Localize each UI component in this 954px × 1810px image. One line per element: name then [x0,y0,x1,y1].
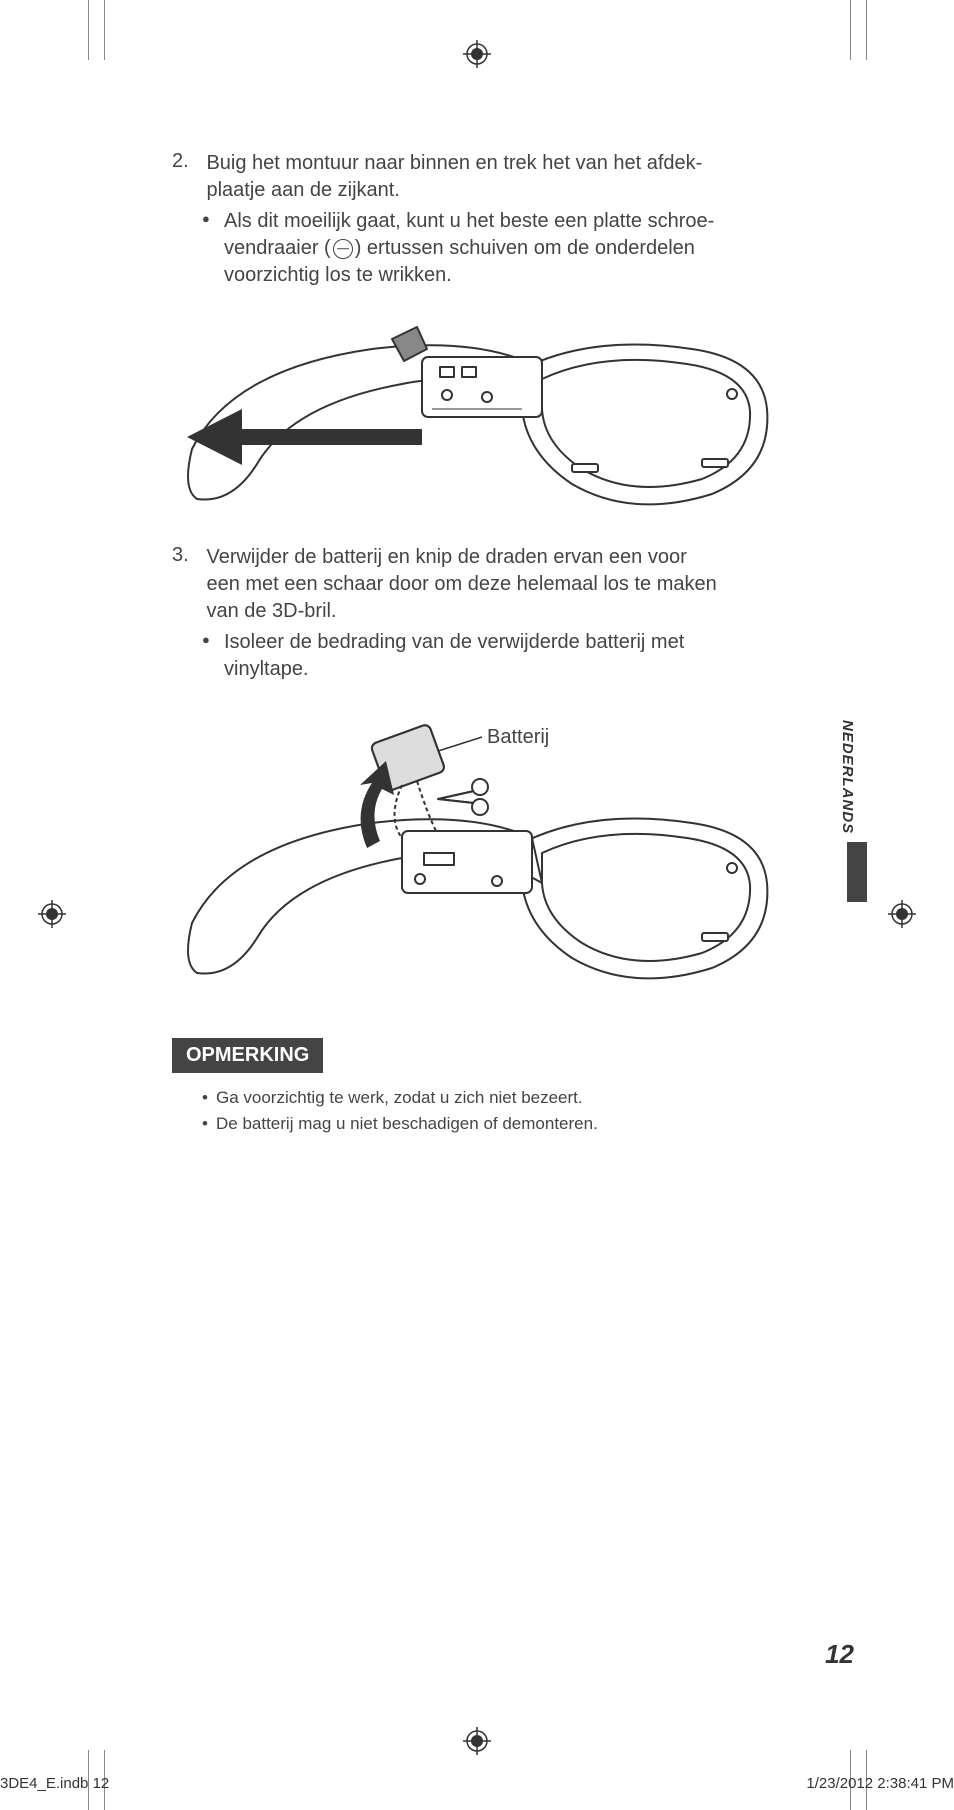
page-number: 12 [825,1639,854,1670]
illustration-battery-removal: Batterij [172,703,772,993]
step-number: 3. [172,544,202,567]
registration-mark-icon [463,40,491,68]
note-heading: OPMERKING [172,1038,323,1073]
step-number: 2. [172,150,202,173]
text-line: Verwijder de batterij en knip de draden … [206,546,686,568]
registration-mark-icon [38,900,66,928]
step-text: Verwijder de batterij en knip de draden … [206,544,756,625]
step-sub-bullet: Als dit moeilijk gaat, kunt u het beste … [202,208,772,289]
language-bar [847,842,867,902]
text-line: plaatje aan de zijkant. [206,179,399,201]
text-line: ) ertussen schuiven om de onderdelen [355,237,695,259]
step-2: 2. Buig het montuur naar binnen en trek … [172,150,772,289]
text-line: voorzichtig los te wrikken. [224,264,452,286]
text-line: een met een schaar door om deze helemaal… [206,573,716,595]
text-line: Isoleer de bedrading van de verwijderde … [224,631,684,653]
text-line: Buig het montuur naar binnen en trek het… [206,152,702,174]
text-line: vendraaier ( [224,237,331,259]
page-container: 2. Buig het montuur naar binnen en trek … [0,0,954,1810]
footer-timestamp: 1/23/2012 2:38:41 PM [806,1775,954,1792]
language-label: NEDERLANDS [839,720,856,834]
note-item: Ga voorzichtig te werk, zodat u zich nie… [202,1085,772,1111]
content-area: 2. Buig het montuur naar binnen en trek … [172,150,772,1136]
text-line: van de 3D-bril. [206,600,336,622]
registration-mark-icon [463,1727,491,1755]
note-list: Ga voorzichtig te werk, zodat u zich nie… [202,1085,772,1136]
step-sub-bullet: Isoleer de bedrading van de verwijderde … [202,629,772,683]
crop-mark [88,0,89,60]
text-line: vinyltape. [224,658,309,680]
flathead-screwdriver-icon [333,239,353,259]
registration-mark-icon [888,900,916,928]
note-item: De batterij mag u niet beschadigen of de… [202,1111,772,1137]
crop-mark [104,0,105,60]
text-line: Als dit moeilijk gaat, kunt u het beste … [224,210,714,232]
crop-mark [850,0,851,60]
illustration-glasses-frame [172,309,772,519]
battery-label: Batterij [487,726,549,748]
step-text: Buig het montuur naar binnen en trek het… [206,150,756,204]
step-3: 3. Verwijder de batterij en knip de drad… [172,544,772,683]
crop-mark [866,0,867,60]
footer-filename: 3DE4_E.indb 12 [0,1775,109,1792]
language-tab: NEDERLANDS [839,720,879,920]
